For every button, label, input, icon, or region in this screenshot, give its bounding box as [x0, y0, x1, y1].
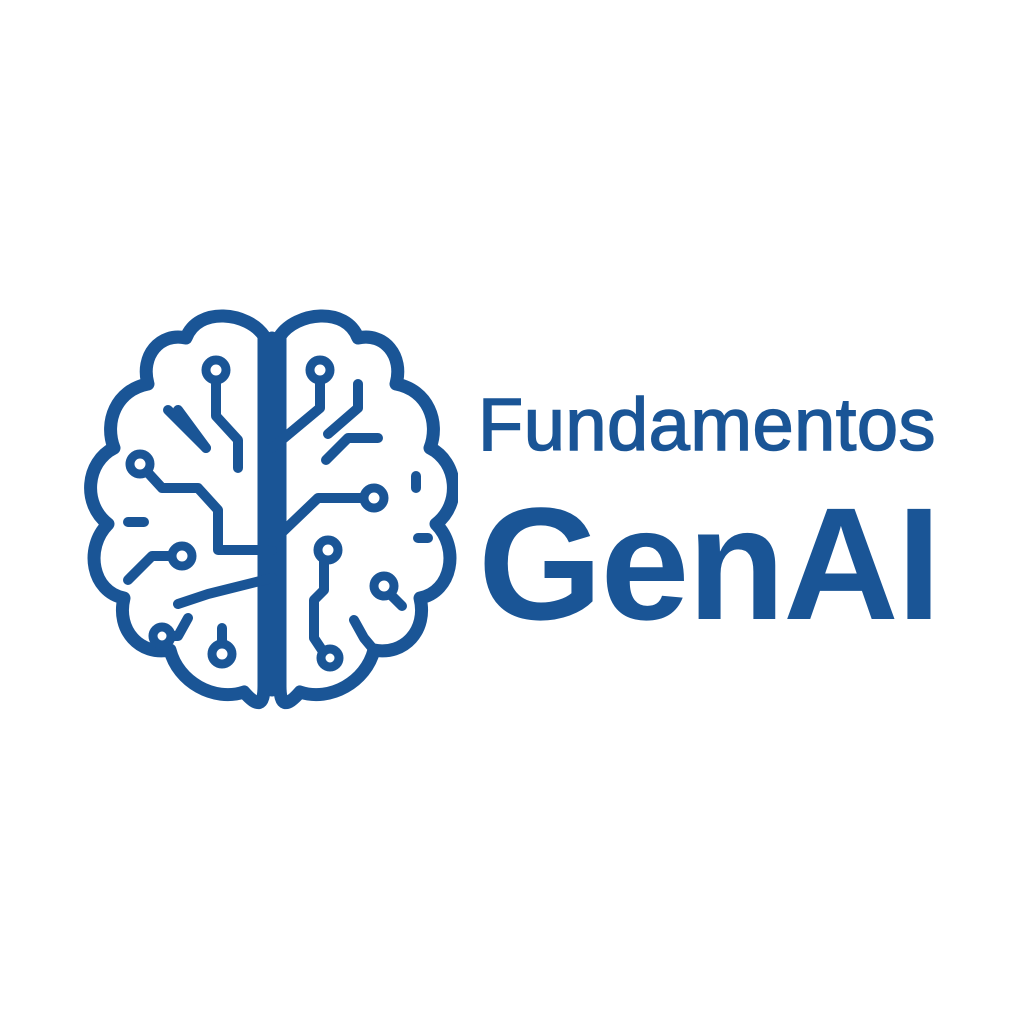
node-r5	[316, 644, 344, 672]
circuit-left-3	[135, 459, 277, 555]
node-r3	[313, 535, 343, 565]
node-l3	[167, 541, 197, 571]
node-r4	[369, 571, 399, 601]
brain-circuit-icon-graphic	[84, 309, 458, 709]
node-l1	[201, 355, 231, 385]
circuit-right-1	[267, 371, 325, 453]
wordmark-line1: Fundamentos	[477, 383, 936, 466]
left-hemisphere	[84, 309, 271, 709]
circuit-left-9	[173, 405, 211, 453]
circuit-right-9	[349, 615, 379, 655]
brain-circuit-icon	[78, 298, 458, 722]
circuit-left-1	[211, 365, 243, 473]
right-hemisphere	[273, 309, 458, 709]
wordmark-line2: GenAI	[478, 474, 941, 653]
wordmark: Fundamentos GenAI	[477, 383, 998, 653]
circuit-right-7	[309, 547, 331, 661]
circuit-left-6	[173, 573, 277, 609]
node-l2	[125, 449, 155, 479]
node-l5	[207, 639, 237, 669]
circuit-right-3	[321, 433, 383, 465]
node-r1	[305, 355, 335, 385]
circuit-right-4	[267, 493, 375, 547]
node-l4	[148, 622, 176, 650]
circuit-right-2	[323, 379, 363, 439]
node-r2	[359, 483, 389, 513]
